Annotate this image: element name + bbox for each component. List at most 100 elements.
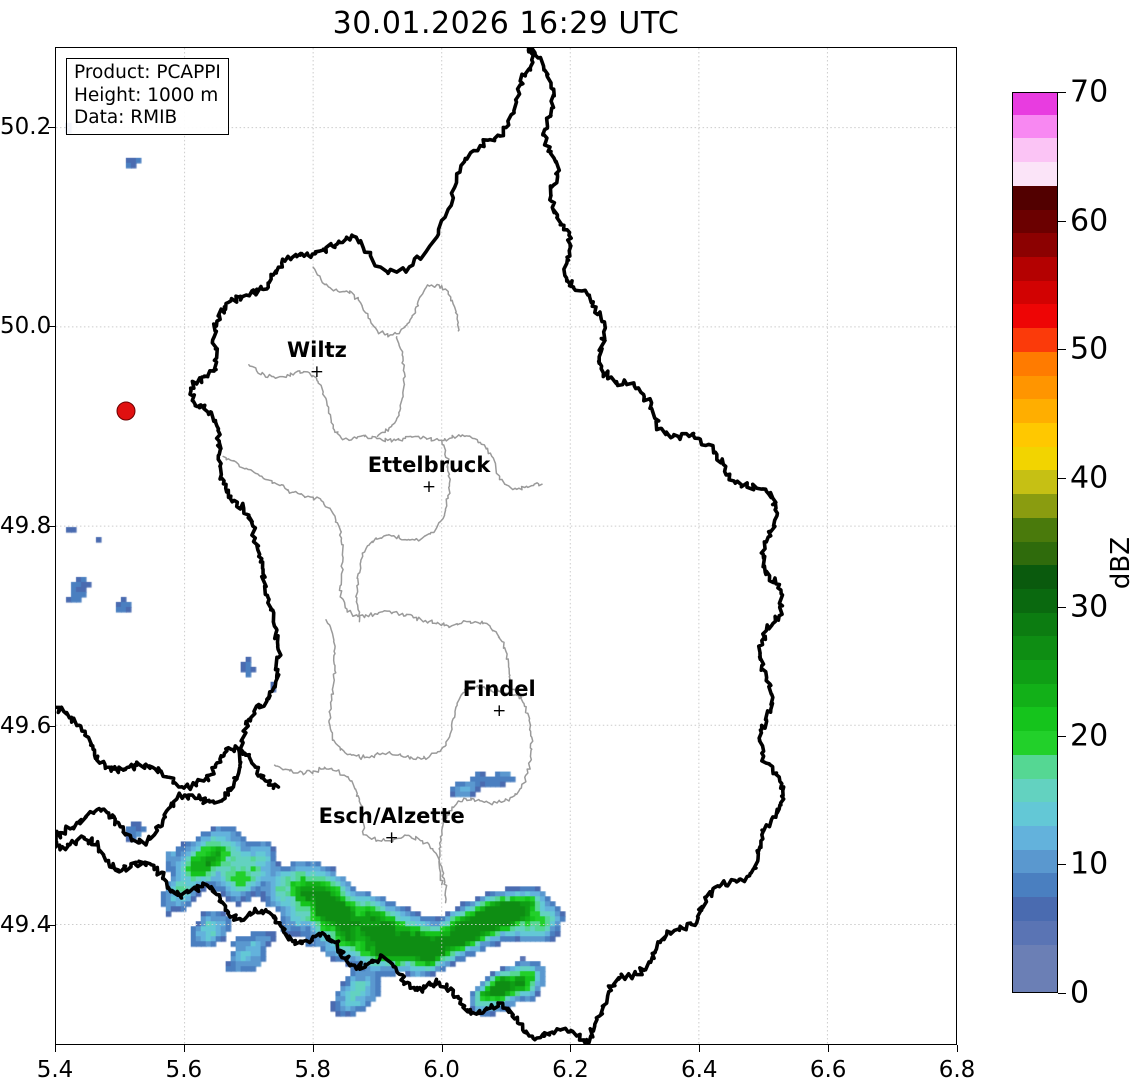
colorbar-axis-label: dBZ <box>1106 536 1137 590</box>
y-axis-tick-label: 49.8 <box>0 513 52 540</box>
colorbar-band <box>1013 849 1057 874</box>
city-label-findel: Findel + <box>462 676 536 721</box>
city-cross-marker: + <box>421 477 437 498</box>
district-boundary <box>376 336 406 438</box>
x-axis-tick <box>828 1045 830 1052</box>
x-axis-tick <box>441 1045 443 1052</box>
x-axis-tick-label: 6.2 <box>552 1057 589 1083</box>
colorbar-band <box>1013 920 1057 945</box>
x-axis-tick-label: 5.8 <box>294 1057 331 1083</box>
colorbar-band <box>1013 706 1057 732</box>
x-axis-tick-label: 6.8 <box>938 1057 976 1083</box>
colorbar-band <box>1013 540 1057 566</box>
map-annotation-layer: Wiltz + Ettelbruck + Findel + Esch/Alzette + <box>56 48 956 1044</box>
x-axis-tick-label: 5.4 <box>36 1057 74 1083</box>
x-axis-tick <box>699 1045 701 1052</box>
district-boundary <box>355 439 451 623</box>
colorbar-band <box>1013 93 1057 115</box>
colorbar-band <box>1013 517 1057 542</box>
colorbar-tick-label: 60 <box>1070 203 1109 239</box>
colorbar-band <box>1013 374 1057 400</box>
colorbar-band <box>1013 754 1057 779</box>
colorbar-band <box>1013 114 1057 139</box>
city-cross-marker: + <box>384 828 399 849</box>
district-boundary <box>222 455 512 689</box>
colorbar-tick-label: 10 <box>1070 846 1109 882</box>
colorbar-band <box>1013 683 1057 708</box>
colorbar-tick <box>1058 606 1066 608</box>
y-axis-tick-label: 49.4 <box>0 912 52 939</box>
y-axis-tick-label: 50.2 <box>0 113 52 140</box>
colorbar-band <box>1013 161 1057 186</box>
colorbar-tick <box>1058 993 1066 994</box>
city-label-esch-alzette: Esch/Alzette + <box>319 806 465 847</box>
colorbar-tick-label: 20 <box>1070 718 1109 754</box>
colorbar-band <box>1013 256 1057 281</box>
colorbar-tick <box>1058 92 1066 93</box>
city-name: Esch/Alzette <box>318 804 465 829</box>
y-axis-tick <box>48 725 55 727</box>
x-axis-tick-label: 6.6 <box>809 1057 847 1083</box>
colorbar-band <box>1013 659 1057 684</box>
colorbar-band <box>1013 588 1057 613</box>
x-axis-tick <box>957 1045 958 1052</box>
colorbar-band <box>1013 303 1057 329</box>
y-axis-tick-label: 50.0 <box>0 313 52 340</box>
y-axis-tick <box>48 925 55 927</box>
x-axis-tick-label: 5.6 <box>165 1057 203 1083</box>
colorbar[interactable] <box>1012 92 1058 993</box>
colorbar-band <box>1013 232 1057 257</box>
colorbar-band <box>1013 398 1057 423</box>
city-cross-marker: + <box>492 700 507 721</box>
y-axis-tick <box>48 526 55 528</box>
colorbar-tick-label: 50 <box>1070 331 1109 367</box>
colorbar-band <box>1013 185 1057 210</box>
district-boundary <box>438 688 534 886</box>
colorbar-band <box>1013 564 1057 589</box>
colorbar-band <box>1013 825 1057 850</box>
y-axis-tick-label: 49.6 <box>0 712 52 739</box>
colorbar-tick <box>1058 220 1066 222</box>
colorbar-band <box>1013 493 1057 518</box>
city-name: Wiltz <box>287 338 347 363</box>
city-label-ettelbruck: Ettelbruck + <box>368 455 491 496</box>
colorbar-band <box>1013 635 1057 661</box>
colorbar-tick <box>1058 478 1066 480</box>
city-cross-marker: + <box>309 362 325 383</box>
colorbar-band <box>1013 422 1057 447</box>
city-label-wiltz: Wiltz + <box>287 340 347 381</box>
city-name: Ettelbruck <box>367 453 491 478</box>
colorbar-band <box>1013 351 1057 376</box>
colorbar-tick-label: 70 <box>1070 74 1109 110</box>
x-axis-tick-label: 6.0 <box>423 1057 460 1083</box>
national-border-southwest <box>56 705 281 792</box>
x-axis-tick-label: 6.4 <box>680 1057 718 1083</box>
colorbar-band <box>1013 778 1057 803</box>
colorbar-band <box>1013 896 1057 921</box>
national-border-luxembourg <box>56 48 786 1044</box>
x-axis-tick <box>55 1045 56 1052</box>
district-boundary <box>273 764 366 836</box>
colorbar-band <box>1013 872 1057 898</box>
colorbar-tick-label: 40 <box>1070 460 1109 496</box>
city-name: Findel <box>462 676 536 701</box>
colorbar-tick <box>1058 864 1066 866</box>
map-plot-area[interactable]: Wiltz + Ettelbruck + Findel + Esch/Alzette + Pr… <box>55 47 957 1045</box>
y-axis-tick <box>48 126 55 128</box>
colorbar-band <box>1013 967 1057 992</box>
colorbar-band <box>1013 208 1057 234</box>
map-borders-layer <box>56 48 956 1044</box>
district-boundary <box>312 266 460 338</box>
y-axis-tick <box>48 326 55 328</box>
x-axis-tick <box>312 1045 314 1052</box>
colorbar-band <box>1013 327 1057 352</box>
colorbar-band <box>1013 280 1057 305</box>
colorbar-tick-label: 0 <box>1070 975 1090 1011</box>
district-boundary <box>325 619 523 761</box>
infobox-height: Height: 1000 m <box>74 84 219 106</box>
radar-reflectivity-layer <box>56 48 956 1044</box>
colorbar-band <box>1013 730 1057 755</box>
radar-site-marker <box>116 401 136 421</box>
colorbar-band <box>1013 612 1057 637</box>
